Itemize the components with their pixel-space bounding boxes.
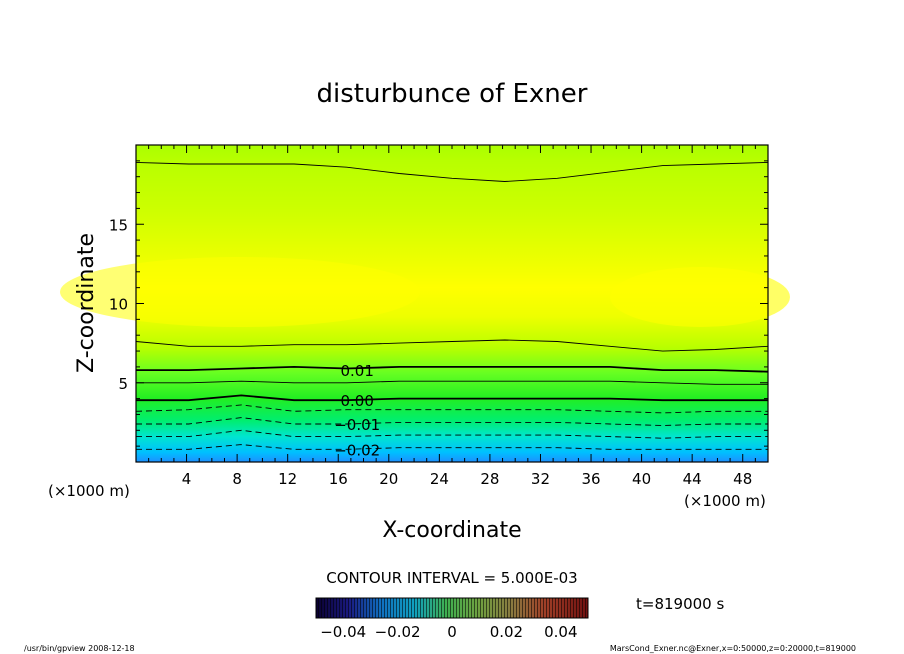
contour-labels: 0.01 0.00 −0.01 −0.02 (334, 362, 380, 459)
colorbar-stripes (316, 598, 588, 618)
footer-left: /usr/bin/gpview 2008-12-18 (24, 644, 135, 653)
core-blob-left (60, 257, 420, 327)
footer-right: MarsCond_Exner.nc@Exner,x=0:50000,z=0:20… (610, 644, 856, 653)
x-tick-label: 44 (683, 470, 702, 488)
chart-title: disturbunce of Exner (317, 79, 588, 109)
x-tick-label: 12 (278, 470, 297, 488)
colorbar-tick-label: −0.02 (375, 623, 421, 641)
contour-label: −0.01 (334, 416, 380, 434)
colorbar-tick-label: −0.04 (320, 623, 366, 641)
y-tick-label: 5 (118, 375, 128, 393)
x-unit-left: (×1000 m) (48, 482, 130, 500)
contour-line (135, 404, 768, 414)
contour-label: 0.00 (340, 392, 373, 410)
x-tick-label: 24 (430, 470, 449, 488)
contour-interval: CONTOUR INTERVAL = 5.000E-03 (326, 569, 577, 587)
colorbar-frame (315, 597, 589, 619)
x-tick-label: 36 (581, 470, 600, 488)
colorbar-tick-label: 0.02 (490, 623, 523, 641)
contour-label: −0.02 (334, 441, 380, 459)
colorbar-tick-label: 0 (447, 623, 457, 641)
x-tick-label: 28 (480, 470, 499, 488)
y-tick-label: 15 (109, 216, 128, 234)
x-axis-label: X-coordinate (382, 518, 521, 543)
x-tick-label: 8 (232, 470, 242, 488)
contour-line (136, 429, 768, 439)
y-axis-label: Z-coordinate (74, 233, 99, 373)
contour-line (136, 394, 768, 402)
contour-lines (135, 161, 769, 450)
plot-area: 0.010.00−0.01−0.02 4 8 12 16 20 24 28 32 36 40 44 4… (60, 144, 790, 488)
x-unit-right: (×1000 m) (684, 492, 766, 510)
x-tick-label: 20 (379, 470, 398, 488)
contour-line (136, 365, 769, 373)
contour-line (136, 444, 768, 450)
x-tick-label: 16 (329, 470, 348, 488)
colorbar: −0.04 −0.02 0 0.02 0.04 (315, 597, 589, 641)
x-tick-label: 32 (531, 470, 550, 488)
time-label: t=819000 s (636, 595, 724, 613)
x-tick-label: 40 (632, 470, 651, 488)
colorbar-ticks: −0.04 −0.02 0 0.02 0.04 (320, 623, 577, 641)
contour-line (136, 380, 768, 385)
contour-line (135, 161, 769, 182)
contour-line (136, 417, 768, 426)
x-tick-label: 4 (182, 470, 192, 488)
core-blob-right (610, 267, 790, 327)
x-tick-label: 48 (733, 470, 752, 488)
y-tick-label: 10 (109, 296, 128, 314)
contour-label: 0.01 (340, 362, 373, 380)
contour-line (135, 339, 769, 352)
colorbar-tick-label: 0.04 (544, 623, 577, 641)
